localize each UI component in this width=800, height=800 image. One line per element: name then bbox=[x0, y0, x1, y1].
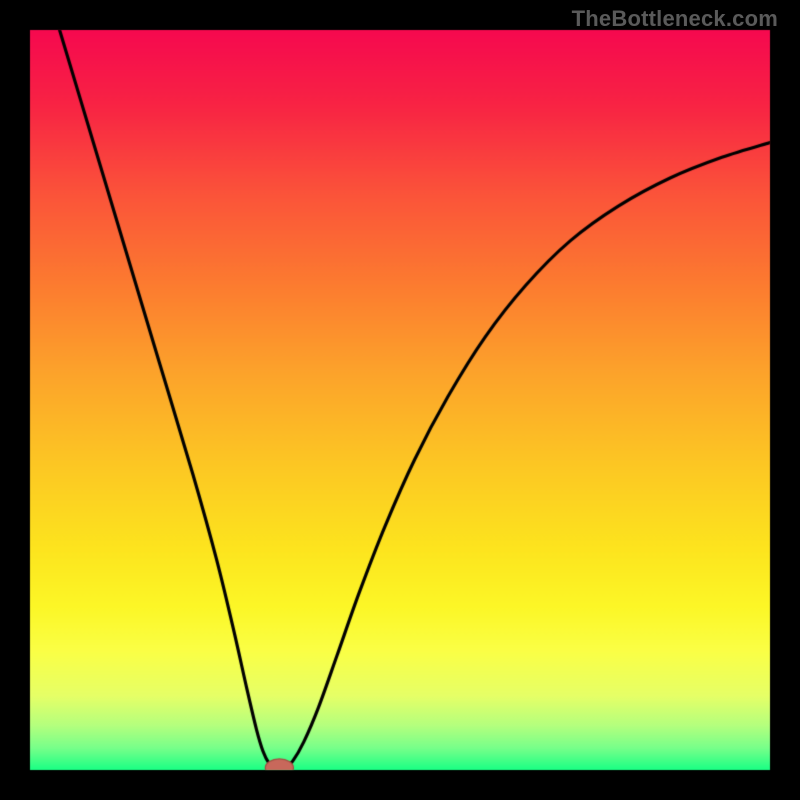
chart-container: TheBottleneck.com bbox=[0, 0, 800, 800]
watermark-label: TheBottleneck.com bbox=[572, 6, 778, 32]
curve-overlay-canvas bbox=[0, 0, 800, 800]
